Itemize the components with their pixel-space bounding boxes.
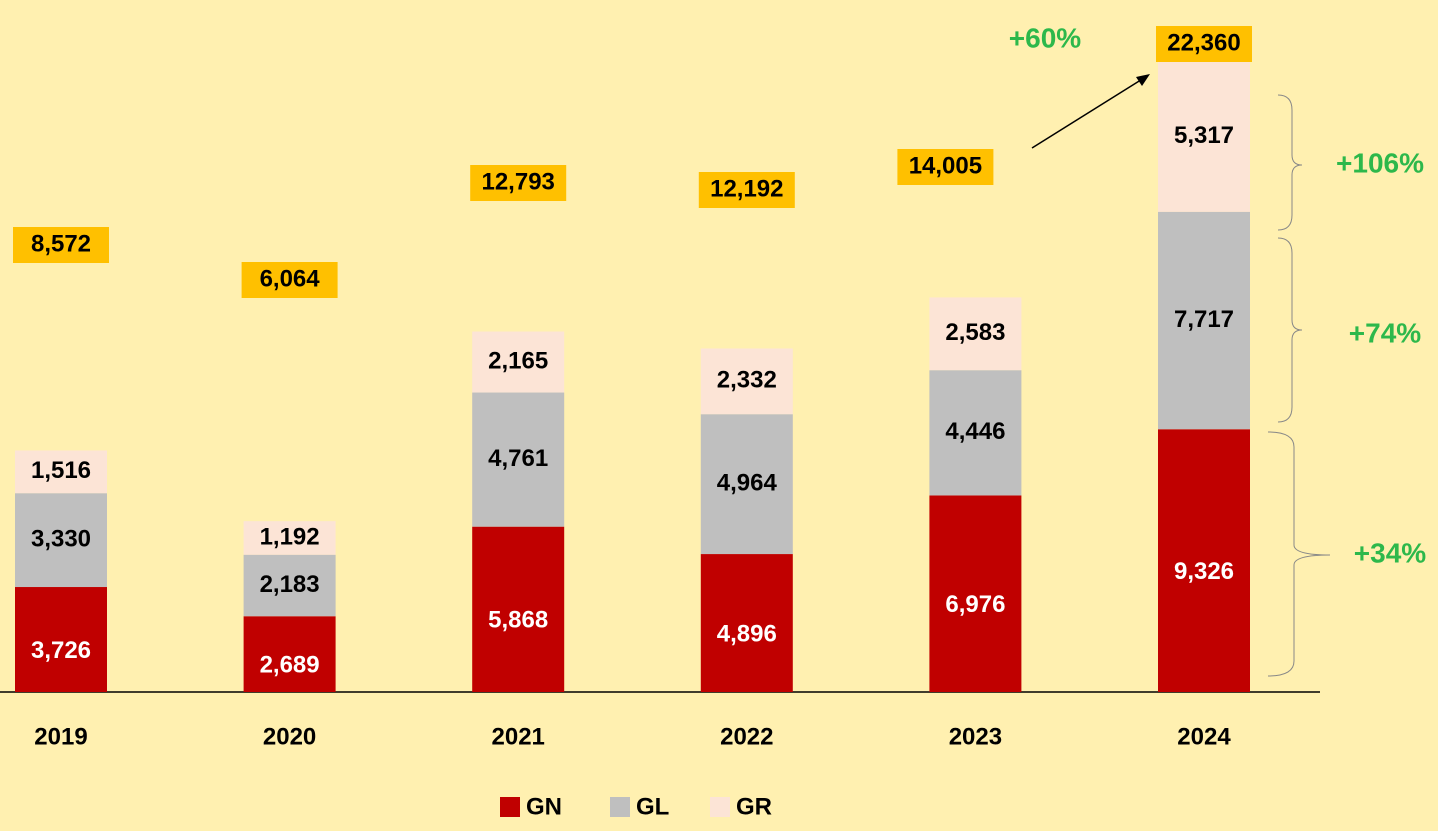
total-box bbox=[470, 165, 567, 201]
value-label: 2,165 bbox=[488, 347, 548, 374]
total-label: 22,360 bbox=[1167, 29, 1240, 56]
value-label: 4,896 bbox=[717, 620, 777, 647]
bar-segment bbox=[15, 493, 107, 588]
total-box bbox=[241, 262, 338, 298]
value-label: 2,583 bbox=[945, 319, 1005, 346]
annotation: +106% bbox=[1336, 147, 1424, 178]
x-tick-label: 2024 bbox=[1177, 723, 1231, 750]
value-label: 2,689 bbox=[260, 651, 320, 678]
value-label: 5,317 bbox=[1174, 122, 1234, 149]
bar-segment bbox=[929, 297, 1022, 371]
bar-segment bbox=[472, 331, 565, 393]
annotation: +60% bbox=[1009, 22, 1081, 53]
arrow-head bbox=[1136, 74, 1150, 86]
total-box bbox=[13, 227, 109, 263]
legend-swatch bbox=[710, 797, 730, 817]
x-tick-label: 2023 bbox=[949, 723, 1002, 750]
bar-segment bbox=[472, 526, 565, 692]
value-label: 3,330 bbox=[31, 525, 91, 552]
bar-segment bbox=[243, 521, 336, 555]
legend-swatch bbox=[610, 797, 630, 817]
value-label: 7,717 bbox=[1174, 306, 1234, 333]
brace bbox=[1277, 94, 1303, 231]
legend-label: GL bbox=[636, 793, 669, 820]
total-box bbox=[1156, 26, 1252, 62]
x-tick-label: 2020 bbox=[263, 723, 316, 750]
legend-swatch bbox=[500, 797, 520, 817]
value-label: 5,868 bbox=[488, 607, 548, 634]
bar-segment bbox=[15, 450, 107, 494]
brace bbox=[1267, 431, 1331, 677]
bar-segment bbox=[1158, 211, 1250, 430]
legend-label: GR bbox=[736, 793, 772, 820]
bar-segment bbox=[700, 348, 793, 415]
bar-segment bbox=[929, 370, 1022, 496]
total-label: 6,064 bbox=[260, 265, 321, 292]
legend-label: GN bbox=[526, 793, 562, 820]
annotation: +74% bbox=[1349, 317, 1421, 348]
bar-segment bbox=[472, 392, 565, 527]
value-label: 2,183 bbox=[260, 571, 320, 598]
bar-segment bbox=[1158, 62, 1250, 212]
value-label: 2,332 bbox=[717, 367, 777, 394]
total-label: 14,005 bbox=[909, 152, 982, 179]
bar-segment bbox=[700, 414, 793, 555]
bar-segment bbox=[243, 616, 336, 692]
growth-arrow bbox=[1031, 77, 1145, 149]
value-label: 1,516 bbox=[31, 457, 91, 484]
total-box bbox=[698, 172, 795, 208]
total-label: 12,192 bbox=[710, 175, 783, 202]
x-tick-label: 2022 bbox=[720, 723, 773, 750]
value-label: 4,964 bbox=[717, 469, 778, 496]
bar-segment bbox=[700, 554, 793, 692]
value-label: 6,976 bbox=[945, 591, 1005, 618]
x-tick-label: 2021 bbox=[492, 723, 545, 750]
total-label: 12,793 bbox=[481, 168, 554, 195]
bar-segment bbox=[15, 587, 107, 692]
value-label: 4,761 bbox=[488, 445, 548, 472]
value-label: 9,326 bbox=[1174, 558, 1234, 585]
x-tick-label: 2019 bbox=[34, 723, 87, 750]
bar-segment bbox=[1158, 429, 1250, 692]
value-label: 4,446 bbox=[945, 418, 1005, 445]
bar-segment bbox=[929, 495, 1022, 692]
total-label: 8,572 bbox=[31, 230, 91, 257]
total-box bbox=[897, 149, 994, 185]
bar-segment bbox=[243, 554, 336, 617]
annotation: +34% bbox=[1354, 537, 1426, 568]
value-label: 3,726 bbox=[31, 637, 91, 664]
brace bbox=[1277, 237, 1303, 423]
value-label: 1,192 bbox=[260, 523, 320, 550]
